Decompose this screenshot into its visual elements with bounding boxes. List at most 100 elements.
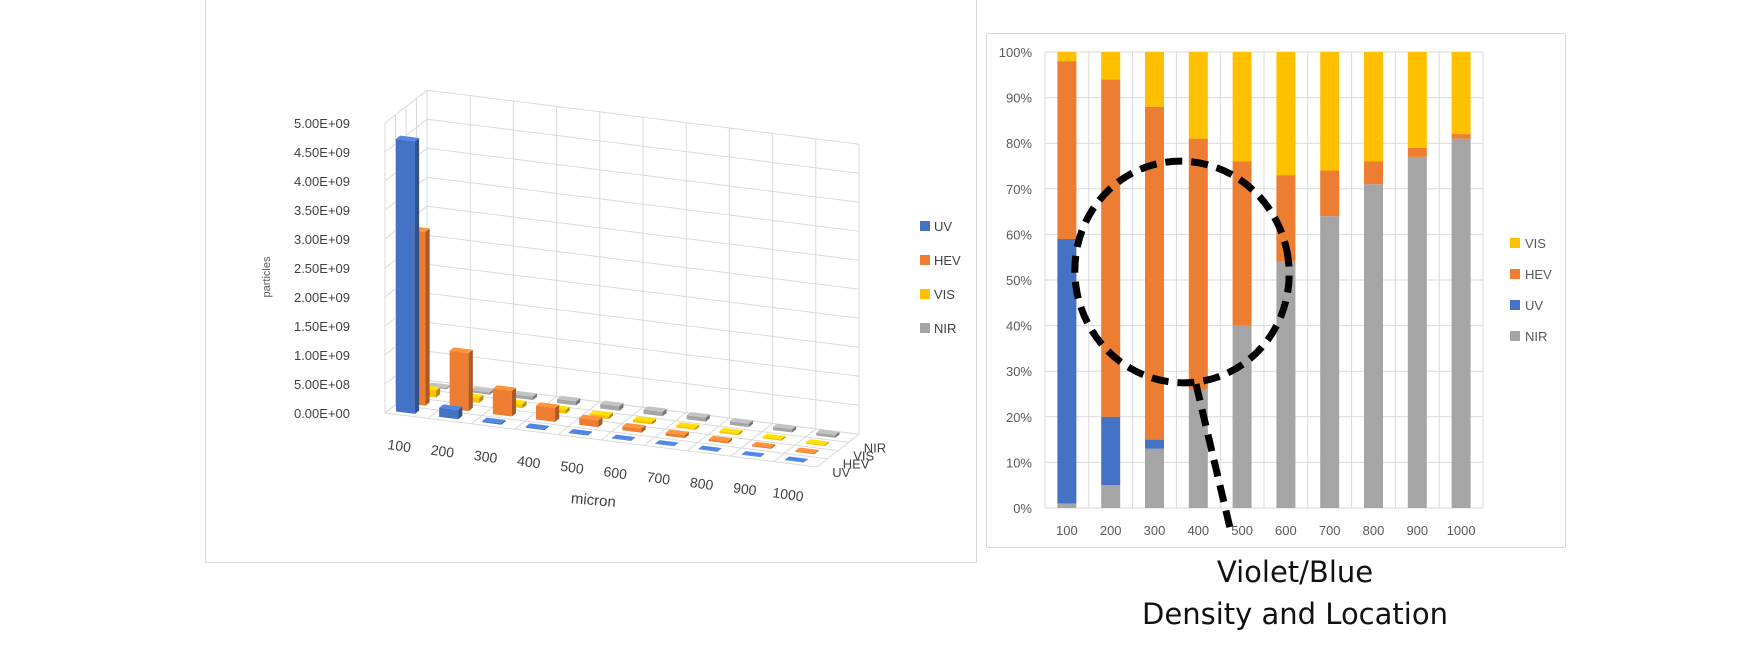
bar-segment-NIR-800	[1364, 184, 1383, 509]
depth-label: UV	[832, 465, 850, 480]
bar-side	[468, 349, 473, 412]
bar-segment-HEV-600	[1276, 175, 1296, 262]
bar-top	[395, 135, 420, 142]
bar-segment-VIS-800	[1364, 52, 1383, 162]
bar-UV-700	[655, 440, 679, 447]
bar-top	[439, 404, 463, 411]
bar-UV-100	[395, 135, 420, 414]
bar-segment-NIR-500	[1232, 325, 1252, 508]
bar-side	[501, 419, 506, 425]
y-tick-label: 60%	[1006, 227, 1032, 242]
legend-swatch-UV	[920, 221, 930, 231]
bar-NIR-600	[643, 406, 667, 417]
floor-line	[395, 404, 828, 460]
bar-front	[557, 399, 577, 406]
y-tick-label: 0%	[1013, 501, 1032, 516]
bar-UV-600	[611, 434, 636, 441]
bar-top	[795, 447, 819, 454]
bar-side	[576, 398, 581, 406]
y-tick-label: 2.50E+09	[294, 261, 350, 276]
bar-top	[719, 427, 743, 434]
bar-NIR-900	[773, 423, 797, 433]
bar-side	[522, 400, 527, 409]
bar-side	[425, 228, 430, 406]
y-axis-title: particles	[261, 256, 273, 297]
bar-top	[676, 422, 700, 428]
bar-top	[708, 435, 733, 442]
bar-segment-HEV-300	[1145, 106, 1164, 440]
bar-side	[598, 417, 603, 428]
bar-front	[611, 437, 631, 441]
bar-front	[643, 409, 663, 417]
legend-label-VIS: VIS	[1525, 236, 1546, 251]
legend-label-NIR: NIR	[934, 321, 956, 336]
bar-side	[771, 444, 776, 449]
bar-segment-HEV-1000	[1451, 134, 1471, 139]
bar-side	[587, 431, 592, 436]
bar-UV-400	[525, 423, 549, 431]
bar-side	[760, 453, 765, 458]
bar-VIS-800	[719, 427, 743, 436]
x-axis-title: micron	[570, 490, 616, 511]
bar-VIS-1000	[805, 439, 829, 447]
bar-side	[651, 418, 657, 425]
depth-label: NIR	[864, 440, 886, 455]
bar-HEV-900	[752, 441, 776, 449]
x-tick-label: 600	[1275, 523, 1297, 538]
x-tick-label: 800	[1363, 523, 1385, 538]
x-tick-label: 700	[1319, 523, 1341, 538]
bar-front	[784, 459, 804, 463]
y-tick-label: 40%	[1006, 319, 1032, 334]
x-tick-label: 1000	[1447, 523, 1476, 538]
bar-front	[752, 445, 772, 449]
x-tick-label: 500	[559, 458, 585, 477]
bar-side	[684, 431, 689, 439]
bar-segment-NIR-300	[1145, 448, 1164, 508]
y-tick-label: 50%	[1006, 273, 1032, 288]
bar-segment-VIS-300	[1145, 52, 1164, 107]
bar-side	[446, 384, 451, 390]
y-tick-label: 1.50E+09	[294, 319, 350, 334]
bar-front	[568, 432, 588, 436]
bar-HEV-1000	[795, 447, 819, 455]
y-tick-label: 10%	[1006, 455, 1032, 470]
x-tick-label: 300	[473, 447, 499, 466]
bar-side	[695, 424, 700, 430]
bar-segment-NIR-1000	[1451, 138, 1471, 508]
bar-segment-VIS-1000	[1451, 52, 1471, 135]
bar-side	[748, 420, 754, 428]
bar-segment-HEV-100	[1057, 61, 1077, 239]
bar-top	[600, 400, 624, 407]
bar-side	[489, 389, 494, 395]
bar-front	[482, 420, 502, 425]
legend-swatch-HEV	[1510, 269, 1520, 279]
annotation-circle	[1071, 157, 1293, 387]
x-tick-label: 300	[1144, 523, 1166, 538]
x-tick-label: 100	[1056, 523, 1078, 538]
bar-segment-NIR-700	[1320, 216, 1340, 508]
y-tick-label: 4.50E+09	[294, 145, 350, 160]
bar-front	[395, 138, 415, 414]
bar-top	[482, 417, 506, 424]
depth-label: VIS	[853, 449, 874, 464]
bar-VIS-700	[676, 422, 700, 430]
bar-segment-UV-300	[1145, 439, 1164, 449]
bar-top	[655, 440, 679, 446]
bar-top	[752, 441, 776, 448]
bar-side	[824, 441, 829, 447]
bar-segment-HEV-400	[1188, 138, 1208, 390]
bar-side	[479, 394, 484, 403]
bar-segment-NIR-200	[1101, 485, 1121, 508]
bar-front	[600, 403, 620, 411]
bar-NIR-200	[470, 386, 494, 395]
legend-swatch-HEV	[920, 255, 930, 265]
legend-label-NIR: NIR	[1525, 329, 1547, 344]
bar-segment-VIS-500	[1232, 52, 1252, 162]
bar-segment-VIS-200	[1101, 52, 1121, 80]
bar-top	[632, 416, 657, 422]
y-tick-label: 80%	[1006, 136, 1032, 151]
bar-side	[608, 412, 613, 420]
bar-front	[719, 431, 739, 436]
bar-front	[449, 350, 469, 412]
